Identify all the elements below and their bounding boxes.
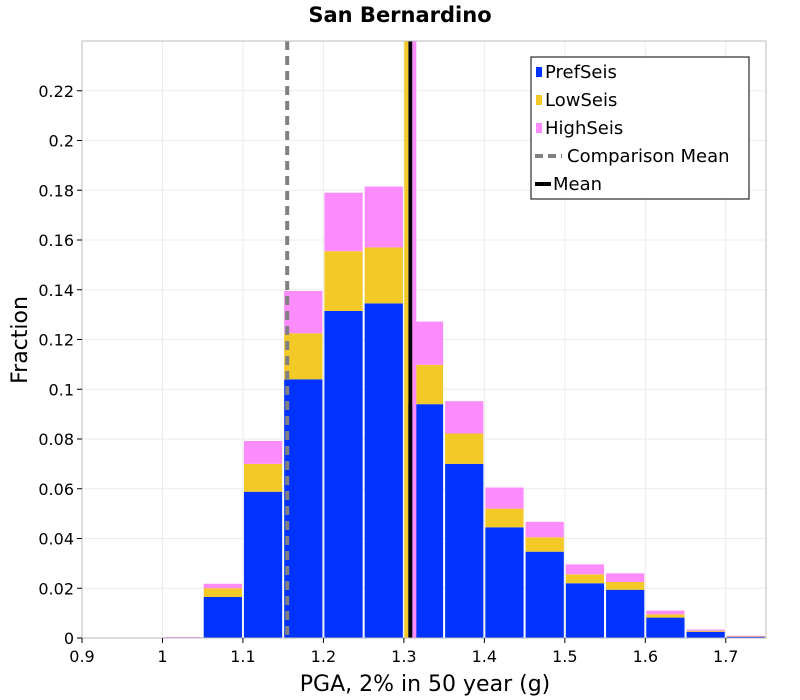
legend: PrefSeis LowSeis HighSeis Comparison Mean Me… [530,56,750,200]
bar-lowseis-7 [364,247,403,304]
x-tick-label: 1.6 [633,647,658,666]
legend-swatch-highseis [536,123,542,133]
bar-highseis-4 [243,440,283,464]
x-tick-label: 1.7 [713,647,738,666]
legend-label-highseis: HighSeis [545,118,623,139]
legend-label-lowseis: LowSeis [545,90,617,111]
bar-lowseis-14 [646,614,685,618]
vertical-lines [285,41,417,638]
bar-highseis-3 [203,583,242,589]
y-tick-label: 0.12 [38,331,74,350]
bar-highseis-7 [364,186,403,248]
bar-highseis-11 [525,521,564,538]
bar-highseis-14 [646,610,685,615]
bar-lowseis-3 [203,588,242,597]
legend-label-mean: Mean [553,174,602,195]
y-tick-label: 0.16 [38,231,74,250]
bar-highseis-16 [726,635,765,637]
bar-prefseis-5 [284,379,323,638]
y-tick-label: 0 [64,629,74,648]
y-tick-label: 0.08 [38,430,74,449]
bar-prefseis-12 [565,583,605,638]
y-tick-label: 0.22 [38,82,74,101]
bar-prefseis-3 [203,596,242,638]
bar-prefseis-15 [686,631,725,638]
bar-prefseis-13 [606,589,645,638]
bar-lowseis-13 [606,582,645,590]
chart-title: San Bernardino [308,3,491,27]
legend-box [530,56,750,200]
x-tick-label: 1.4 [472,647,497,666]
bar-prefseis-9 [445,463,484,638]
y-tick-label: 0.2 [49,132,74,151]
x-tick-label: 0.9 [69,647,94,666]
x-tick-label: 1.5 [552,647,577,666]
x-axis-title: PGA, 2% in 50 year (g) [300,672,551,697]
bar-lowseis-4 [243,463,283,492]
bar-prefseis-6 [324,310,363,638]
x-axis-ticks: 0.9 1 1.1 1.2 1.3 1.4 1.5 1.6 1.7 [69,638,738,666]
legend-label-comparison-mean: Comparison Mean [567,146,730,167]
bar-prefseis-4 [243,491,283,638]
bars [163,186,765,638]
y-axis-title: Fraction [8,296,33,384]
legend-swatch-prefseis [536,67,542,77]
y-tick-label: 0.1 [49,380,74,399]
y-tick-label: 0.06 [38,480,74,499]
bar-lowseis-16 [726,636,765,637]
bar-prefseis-14 [646,617,685,638]
y-tick-label: 0.02 [38,579,74,598]
bar-prefseis-11 [525,551,564,638]
y-tick-label: 0.14 [38,281,74,300]
bar-lowseis-12 [565,574,605,584]
y-axis-ticks: 0 0.02 0.04 0.06 0.08 0.1 0.12 0.14 0.16 0.18 0.2 0… [38,82,82,648]
x-tick-label: 1.3 [391,647,416,666]
bar-highseis-12 [565,564,605,575]
bar-highseis-5 [284,290,323,334]
legend-swatch-lowseis [536,95,542,105]
bar-prefseis-16 [726,636,765,638]
bar-highseis-13 [606,573,645,583]
legend-label-prefseis: PrefSeis [545,62,617,83]
bar-lowseis-11 [525,537,564,552]
bar-prefseis-7 [364,303,403,638]
bar-highseis-9 [445,401,484,434]
bar-lowseis-9 [445,433,484,464]
bar-lowseis-15 [686,630,725,632]
bar-highseis-10 [485,487,524,509]
x-tick-label: 1.1 [230,647,255,666]
x-tick-label: 1 [157,647,167,666]
bar-lowseis-5 [284,333,323,380]
y-tick-label: 0.04 [38,530,74,549]
y-tick-label: 0.18 [38,181,74,200]
bar-lowseis-6 [324,251,363,311]
x-tick-label: 1.2 [311,647,336,666]
bar-lowseis-10 [485,508,524,528]
bar-prefseis-10 [485,527,524,638]
bar-highseis-6 [324,192,363,252]
bar-highseis-15 [686,629,725,631]
